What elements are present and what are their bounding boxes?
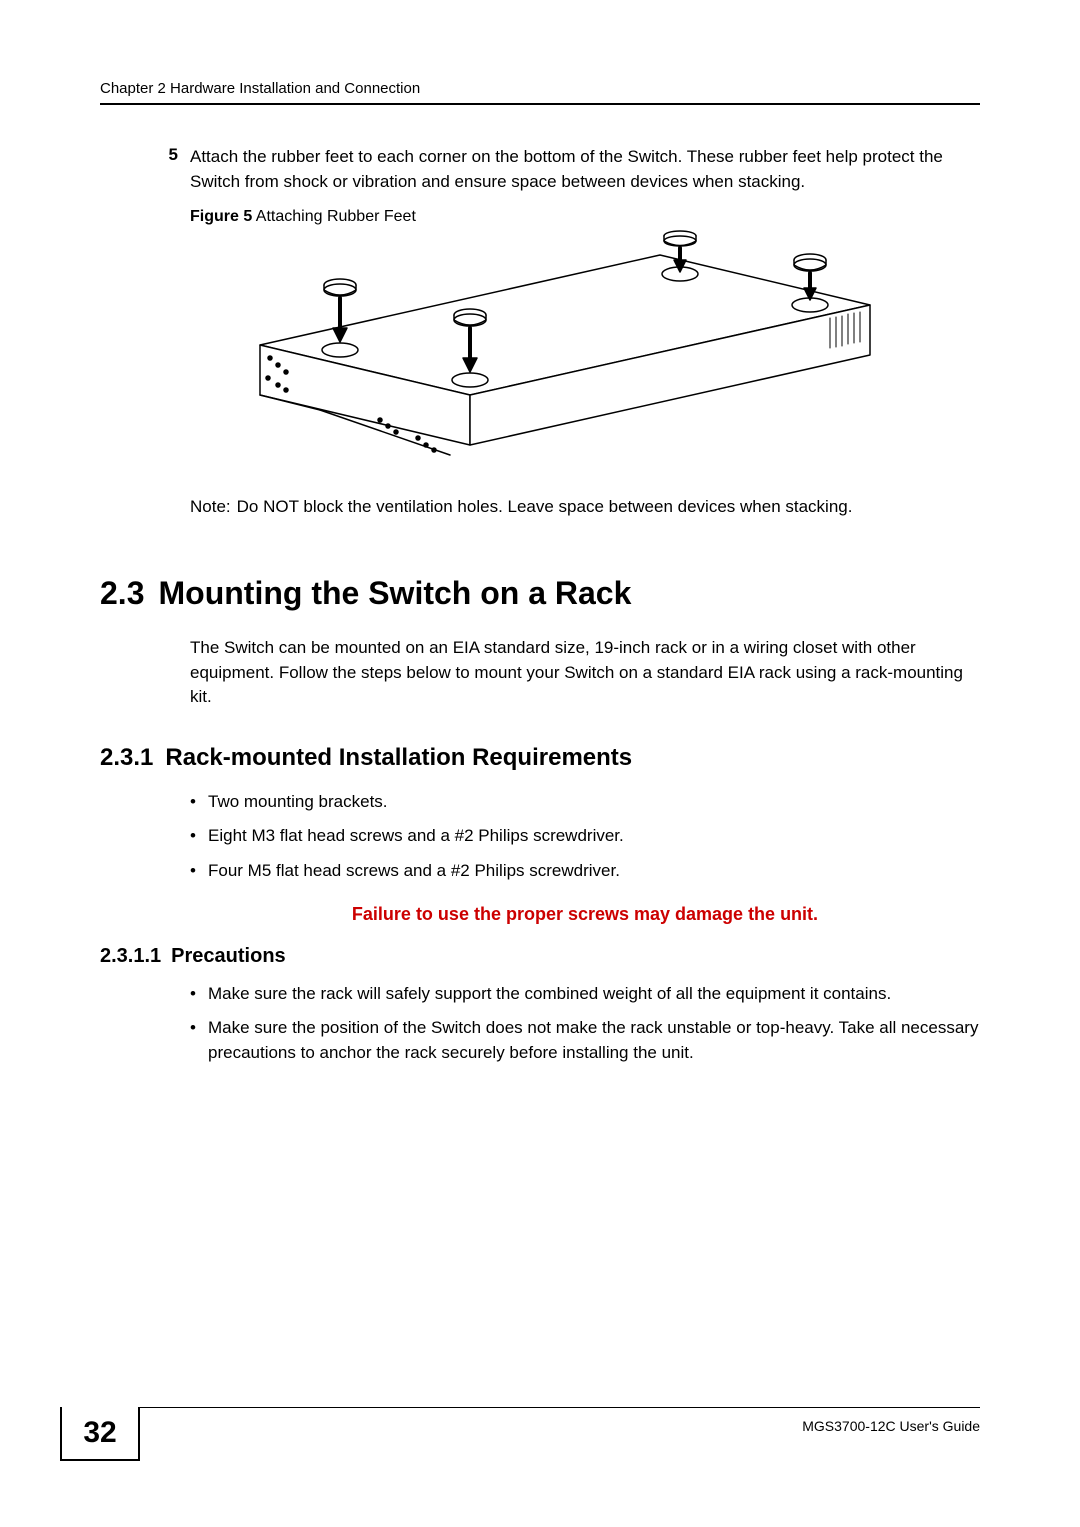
heading-2-3-1-title: Rack-mounted Installation Requirements (165, 744, 632, 771)
figure-5-title: Attaching Rubber Feet (252, 208, 416, 225)
section-2-3-para: The Switch can be mounted on an EIA stan… (190, 636, 980, 710)
heading-2-3-1-1-num: 2.3.1.1 (100, 945, 161, 967)
page-number: 32 (60, 1407, 140, 1461)
list-item-text: Four M5 flat head screws and a #2 Philip… (208, 859, 620, 884)
figure-5-label: Figure 5 (190, 208, 252, 225)
step-5-text: Attach the rubber feet to each corner on… (190, 145, 980, 194)
list-item-text: Make sure the position of the Switch doe… (208, 1016, 980, 1065)
heading-2-3-1-1-title: Precautions (171, 945, 285, 967)
list-item: •Make sure the position of the Switch do… (190, 1016, 980, 1065)
bullet-icon: • (190, 790, 208, 815)
heading-2-3: 2.3 Mounting the Switch on a Rack (100, 575, 980, 612)
figure-5-diagram (190, 230, 890, 465)
heading-2-3-1: 2.3.1 Rack-mounted Installation Requireme… (100, 744, 980, 772)
list-item: •Make sure the rack will safely support … (190, 982, 980, 1007)
note-label: Note: (190, 495, 231, 520)
chapter-header-text: Chapter 2 Hardware Installation and Conn… (100, 80, 420, 97)
chapter-header: Chapter 2 Hardware Installation and Conn… (100, 80, 980, 105)
note-block: Note: Do NOT block the ventilation holes… (190, 495, 980, 520)
guide-name: MGS3700-12C User's Guide (802, 1418, 980, 1434)
list-item: •Four M5 flat head screws and a #2 Phili… (190, 859, 980, 884)
precautions-list: •Make sure the rack will safely support … (190, 982, 980, 1066)
heading-2-3-title: Mounting the Switch on a Rack (158, 575, 631, 611)
step-5-number: 5 (160, 145, 190, 165)
bullet-icon: • (190, 1016, 208, 1065)
heading-2-3-1-num: 2.3.1 (100, 744, 153, 771)
warning-text: Failure to use the proper screws may dam… (190, 904, 980, 925)
bullet-icon: • (190, 824, 208, 849)
list-item-text: Make sure the rack will safely support t… (208, 982, 891, 1007)
bullet-icon: • (190, 982, 208, 1007)
step-5: 5 Attach the rubber feet to each corner … (160, 145, 980, 194)
list-item-text: Two mounting brackets. (208, 790, 388, 815)
list-item: •Two mounting brackets. (190, 790, 980, 815)
note-body: Do NOT block the ventilation holes. Leav… (231, 495, 853, 520)
heading-2-3-1-1: 2.3.1.1 Precautions (100, 945, 980, 968)
bullet-icon: • (190, 859, 208, 884)
requirements-list: •Two mounting brackets. •Eight M3 flat h… (190, 790, 980, 884)
page-footer: 32 MGS3700-12C User's Guide (100, 1407, 980, 1467)
rubber-feet-diagram-icon (190, 230, 890, 465)
heading-2-3-num: 2.3 (100, 575, 144, 611)
list-item-text: Eight M3 flat head screws and a #2 Phili… (208, 824, 624, 849)
figure-5-caption: Figure 5 Attaching Rubber Feet (190, 208, 980, 226)
list-item: •Eight M3 flat head screws and a #2 Phil… (190, 824, 980, 849)
